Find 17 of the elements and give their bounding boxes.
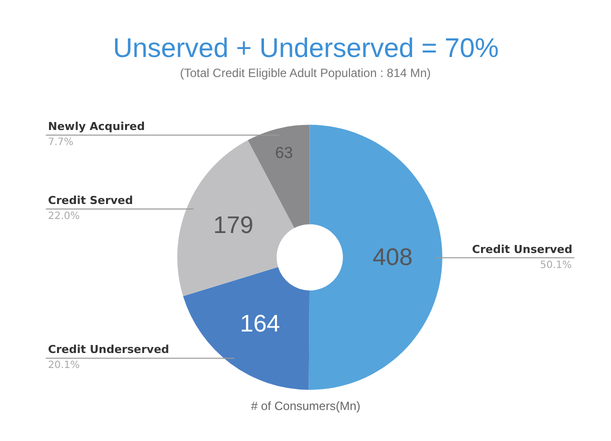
slice-label: Credit Served bbox=[48, 194, 134, 207]
data-label: 408 bbox=[372, 244, 413, 272]
text: 22.0% bbox=[48, 211, 80, 222]
donut-slice bbox=[308, 124, 442, 390]
text: 20.1% bbox=[48, 360, 80, 371]
text: 50.1% bbox=[540, 260, 572, 271]
chart-subtitle: (Total Credit Eligible Adult Population : 814 Mn) bbox=[180, 66, 431, 80]
slice-label: Credit Underserved bbox=[48, 343, 170, 356]
text: # of Consumers(Mn) bbox=[251, 399, 360, 413]
slice-label: Newly Acquired bbox=[48, 120, 145, 133]
text: 7.7% bbox=[48, 137, 74, 148]
data-label: 179 bbox=[213, 212, 254, 240]
donut-slice bbox=[177, 140, 294, 296]
data-label: 164 bbox=[240, 310, 280, 338]
chart-title: Unserved + Underserved = 70% bbox=[113, 33, 499, 63]
slice-label: Credit Unserved bbox=[472, 243, 572, 256]
donut-slice bbox=[183, 267, 310, 390]
